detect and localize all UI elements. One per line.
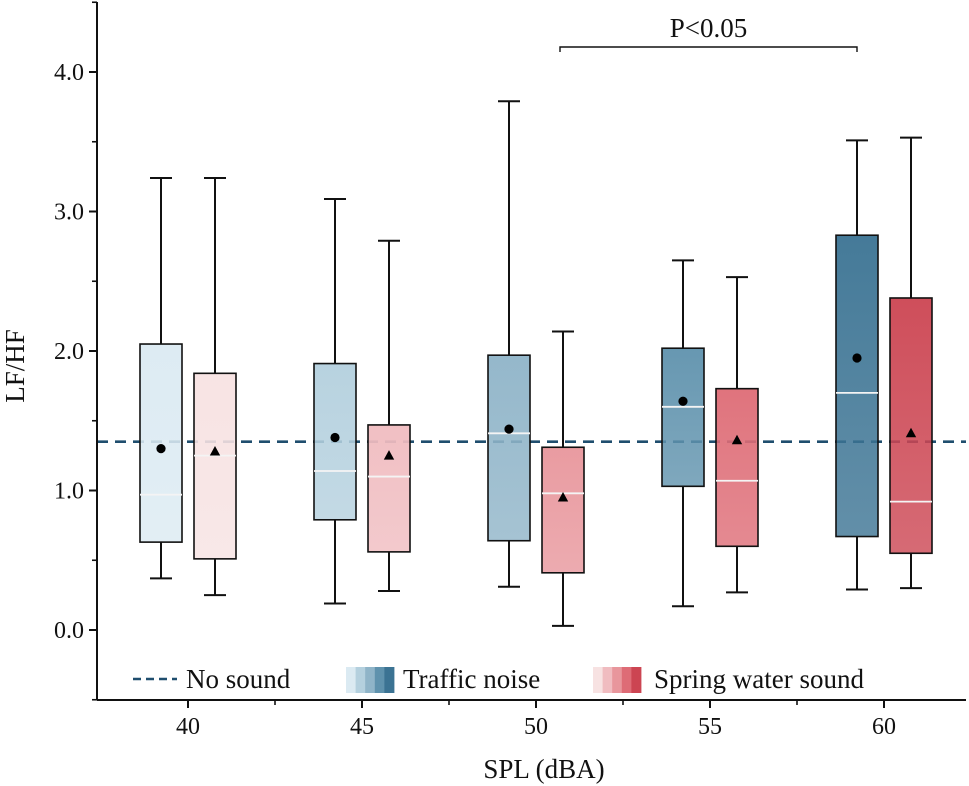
box-spring-water-sound-55 (715, 276, 759, 594)
box-iqr (715, 387, 759, 548)
x-tick-label: 50 (524, 714, 548, 740)
mean-marker-triangle (383, 450, 395, 460)
box-traffic-noise-55 (661, 259, 705, 608)
y-tick-label: 0.0 (54, 618, 84, 644)
axes: 0.0 1.0 2.0 3.0 4.0 40 45 50 55 60 (54, 1, 966, 740)
box-iqr (487, 354, 531, 542)
legend-swatch-segment (612, 667, 623, 693)
x-tick-label: 55 (698, 714, 722, 740)
y-tick-label: 2.0 (54, 339, 84, 365)
y-tick-label: 3.0 (54, 200, 84, 226)
box-iqr (139, 343, 183, 543)
significance-bracket (559, 46, 858, 52)
box-iqr (661, 347, 705, 488)
box-iqr (367, 424, 411, 553)
box-traffic-noise-50 (487, 100, 531, 588)
box-iqr (193, 372, 237, 560)
legend-label-no-sound: No sound (186, 664, 291, 694)
box-iqr (889, 297, 933, 555)
x-tick-label: 60 (872, 714, 896, 740)
x-axis-title: SPL (dBA) (483, 754, 604, 784)
legend-swatch-segment (346, 667, 356, 693)
box-spring-water-sound-45 (367, 239, 411, 592)
box-iqr (835, 234, 879, 538)
box-traffic-noise-45 (313, 197, 357, 605)
mean-marker-triangle (209, 445, 221, 456)
plot-area: P<0.05 (97, 13, 966, 627)
box-spring-water-sound-40 (193, 177, 237, 597)
y-tick-label: 4.0 (54, 60, 84, 86)
legend-swatch-segment (593, 667, 603, 693)
mean-marker-triangle (557, 491, 569, 502)
mean-marker-circle (330, 432, 340, 443)
box-iqr (541, 446, 585, 574)
box-traffic-noise-40 (139, 177, 183, 580)
x-tick-label: 45 (350, 714, 374, 740)
x-tick-label: 40 (176, 714, 200, 740)
mean-marker-triangle (905, 427, 917, 438)
mean-marker-circle (156, 444, 166, 454)
legend-swatch-traffic-noise (346, 667, 395, 693)
box-spring-water-sound-50 (541, 330, 585, 627)
y-axis-title: LF/HF (0, 329, 30, 403)
legend-swatch-segment (384, 667, 395, 693)
box-spring-water-sound-60 (889, 136, 933, 590)
mean-marker-triangle (731, 434, 743, 445)
mean-marker-circle (678, 396, 688, 406)
legend-swatch-segment (365, 667, 376, 693)
legend-swatch-segment (355, 667, 366, 693)
significance-label: P<0.05 (670, 13, 748, 43)
legend-swatch-segment (602, 667, 613, 693)
mean-marker-circle (852, 353, 862, 363)
box-traffic-noise-60 (835, 139, 879, 591)
legend-swatch-spring-water-sound (593, 667, 642, 693)
legend-label-spring-water-sound: Spring water sound (654, 664, 864, 694)
legend: No sound Traffic noise Spring water sound (133, 664, 864, 694)
mean-marker-circle (504, 424, 514, 434)
legend-swatch-segment (621, 667, 632, 693)
y-tick-label: 1.0 (54, 479, 84, 505)
legend-swatch-segment (631, 667, 642, 693)
legend-swatch-segment (374, 667, 385, 693)
legend-label-traffic-noise: Traffic noise (403, 664, 540, 694)
